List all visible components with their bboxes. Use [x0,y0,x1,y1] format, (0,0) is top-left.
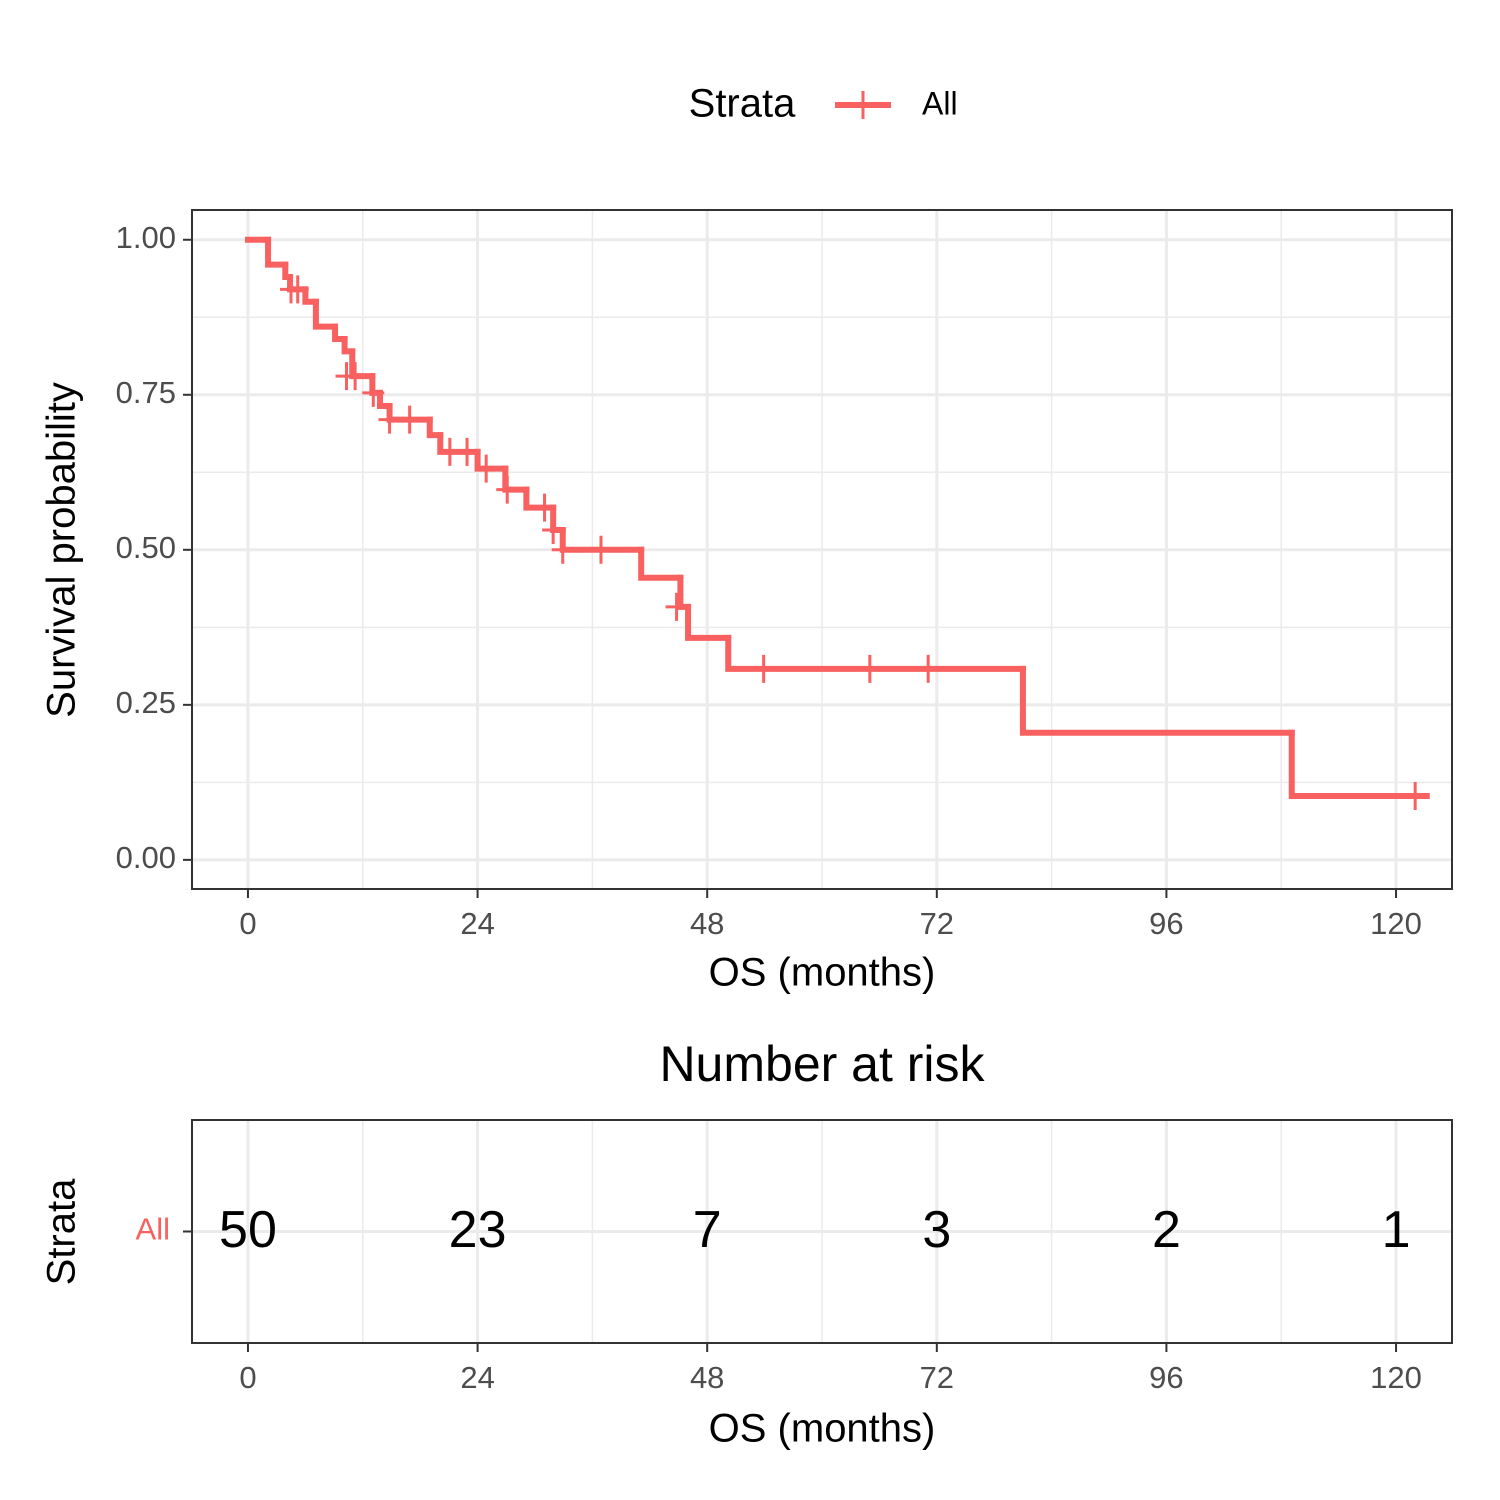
step-line [265,236,289,268]
y-tick-label: 1.00 [116,220,176,255]
risk-count: 3 [922,1201,951,1259]
step-line [302,286,319,305]
legend-key [852,91,874,119]
step-line [677,574,692,610]
y-tick-label: 0.50 [116,530,176,565]
x-axis-title: OS (months) [709,1407,936,1451]
risk-count: 50 [219,1201,277,1259]
risk-count: 7 [693,1201,722,1259]
step-line [426,416,444,439]
censor-mark [475,454,498,483]
x-tick-label: 24 [460,906,494,941]
x-tick-label: 96 [1149,1360,1183,1395]
y-axis-title: Strata [40,1178,84,1285]
step-line [376,389,393,409]
step-line [1288,729,1430,799]
x-tick-label: 48 [690,906,724,941]
step-line [685,603,732,641]
censor-mark [378,405,401,434]
step-line [725,634,1026,672]
step-line [474,448,509,472]
step-line [312,298,339,330]
censor-mark [542,515,565,544]
risk-count: 2 [1152,1201,1181,1259]
x-tick-label: 120 [1370,906,1422,941]
x-tick-label: 120 [1370,1360,1422,1395]
legend-title: Strata [689,82,796,126]
plot-frame [191,1119,1453,1344]
censor-mark [589,535,612,564]
x-tick-label: 0 [239,1360,256,1395]
censor-mark [551,535,574,564]
x-tick-label: 72 [920,1360,954,1395]
plot-frame [191,209,1453,890]
y-tick-label: 0.75 [116,375,176,410]
legend-label: All [922,85,958,121]
censor-mark [858,654,881,683]
step-line [638,546,684,581]
censor-mark [496,475,519,504]
x-tick-label: 72 [920,906,954,941]
step-line [437,432,481,455]
step-line [1019,665,1295,736]
censor-mark [344,362,367,391]
x-tick-label: 0 [239,906,256,941]
x-tick-label: 96 [1149,906,1183,941]
censor-mark [286,275,309,304]
x-axis-title: OS (months) [709,951,936,995]
censor-mark [665,592,688,621]
x-tick-label: 24 [460,1360,494,1395]
x-tick-label: 48 [690,1360,724,1395]
censor-mark [398,405,421,434]
censor-mark [456,437,479,466]
risk-count: 1 [1382,1201,1411,1259]
censor-mark [362,378,385,407]
risk-count: 23 [449,1201,507,1259]
y-tick-label: 0.25 [116,685,176,720]
y-tick-label: 0.00 [116,840,176,875]
step-line [332,323,348,342]
censor-mark [533,493,556,522]
censor-mark [917,654,940,683]
censor-mark [752,654,775,683]
table-title: Number at risk [659,1036,985,1092]
y-axis-title: Survival probability [40,382,84,718]
step-line [523,486,557,511]
row-label: All [136,1212,170,1247]
censor-mark [1404,781,1427,810]
